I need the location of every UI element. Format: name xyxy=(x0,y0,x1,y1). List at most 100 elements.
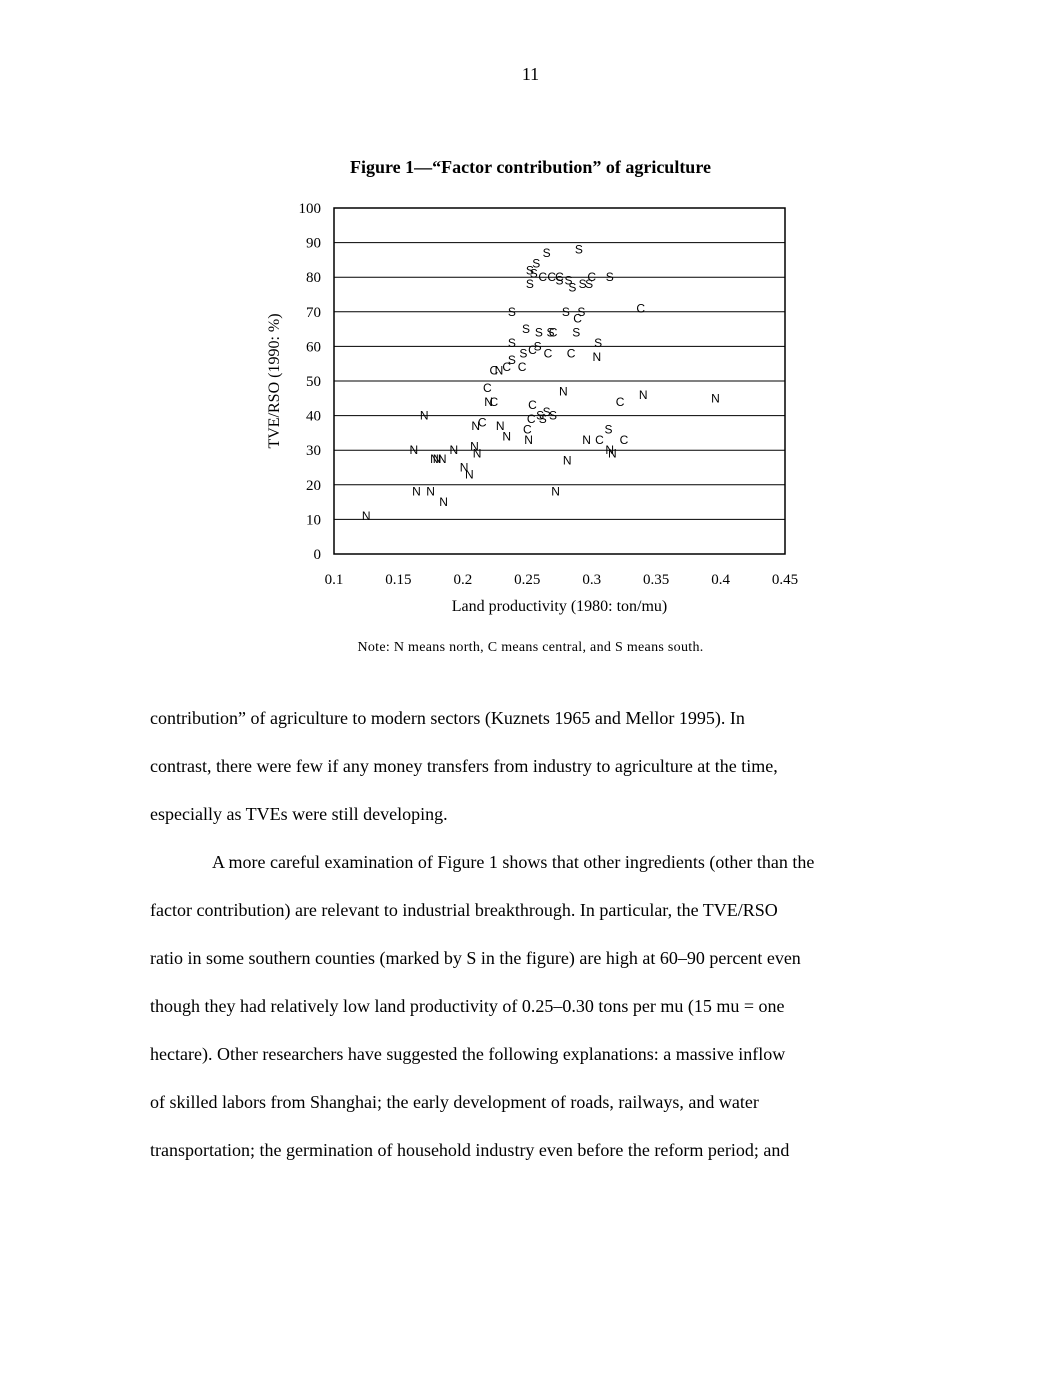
x-tick-label: 0.35 xyxy=(643,572,669,588)
data-point-n: N xyxy=(502,429,511,443)
plot-area-frame xyxy=(333,207,786,555)
y-tick-label: 100 xyxy=(299,201,322,217)
data-point-s: S xyxy=(594,336,602,350)
body-text-line: transportation; the germination of house… xyxy=(150,1140,790,1160)
x-tick-labels: 0.1 0.15 0.2 0.25 0.3 0.35 0.4 0.45 xyxy=(325,572,799,588)
x-tick-label: 0.2 xyxy=(453,572,472,588)
body-text-line: though they had relatively low land prod… xyxy=(150,996,785,1016)
grid-lines xyxy=(334,242,785,520)
y-tick-label: 90 xyxy=(306,236,321,252)
data-point-c: C xyxy=(587,270,596,284)
data-point-c: C xyxy=(595,433,604,447)
figure-title: Figure 1—“Factor contribution” of agricu… xyxy=(350,157,711,177)
body-text-line: of skilled labors from Shanghai; the ear… xyxy=(150,1092,759,1112)
data-point-c: C xyxy=(544,346,553,360)
y-tick-label: 40 xyxy=(306,409,321,425)
data-point-s: S xyxy=(535,326,543,340)
data-point-n: N xyxy=(438,452,447,466)
body-text-line: A more careful examination of Figure 1 s… xyxy=(212,852,815,872)
y-tick-label: 30 xyxy=(306,443,321,459)
data-point-c: C xyxy=(489,395,498,409)
data-point-s: S xyxy=(530,267,538,281)
data-point-s: S xyxy=(575,243,583,257)
y-axis-label: TVE/RSO (1990: %) xyxy=(266,313,283,448)
data-point-s: S xyxy=(543,405,551,419)
data-point-c: C xyxy=(483,381,492,395)
x-tick-label: 0.15 xyxy=(385,572,411,588)
data-point-n: N xyxy=(608,447,617,461)
data-point-c: C xyxy=(549,326,558,340)
data-point-s: S xyxy=(532,256,540,270)
y-tick-label: 20 xyxy=(306,478,321,494)
data-point-s: S xyxy=(534,339,542,353)
x-tick-label: 0.4 xyxy=(711,572,730,588)
data-point-n: N xyxy=(593,350,602,364)
data-point-n: N xyxy=(471,419,480,433)
data-point-s: S xyxy=(539,412,547,426)
data-point-s: S xyxy=(568,281,576,295)
data-point-s: S xyxy=(519,346,527,360)
body-text-line: factor contribution) are relevant to ind… xyxy=(150,900,778,920)
data-point-c: C xyxy=(527,412,536,426)
y-tick-label: 10 xyxy=(306,512,321,528)
y-tick-label: 60 xyxy=(306,339,321,355)
data-point-s: S xyxy=(522,322,530,336)
body-text-line: especially as TVEs were still developing… xyxy=(150,804,448,824)
data-point-s: S xyxy=(562,305,570,319)
data-point-n: N xyxy=(582,433,591,447)
data-point-n: N xyxy=(563,454,572,468)
data-point-c: C xyxy=(547,270,556,284)
data-point-c: C xyxy=(616,395,625,409)
data-point-c: C xyxy=(620,433,629,447)
data-point-s: S xyxy=(526,263,534,277)
data-point-s: S xyxy=(555,274,563,288)
data-point-n: N xyxy=(711,391,720,405)
data-point-n: N xyxy=(484,395,493,409)
body-text: contribution” of agriculture to modern s… xyxy=(150,694,912,1174)
data-point-n: N xyxy=(420,409,429,423)
data-point-c: C xyxy=(518,360,527,374)
data-point-n: N xyxy=(551,485,560,499)
figure-note: Note: N means north, C means central, an… xyxy=(357,640,704,655)
data-point-n: N xyxy=(559,384,568,398)
data-point-n: N xyxy=(430,452,439,466)
data-point-c: C xyxy=(523,422,532,436)
data-point-c: C xyxy=(489,364,498,378)
body-text-line: hectare). Other researchers have suggest… xyxy=(150,1044,786,1064)
data-point-s: S xyxy=(543,246,551,260)
y-tick-labels: 0 10 20 30 40 50 60 70 80 90 100 xyxy=(299,201,322,563)
data-point-n: N xyxy=(473,447,482,461)
data-point-n: N xyxy=(439,495,448,509)
y-tick-label: 50 xyxy=(306,374,321,390)
data-point-n: N xyxy=(410,443,419,457)
data-point-s: S xyxy=(565,274,573,288)
x-tick-label: 0.1 xyxy=(325,572,344,588)
data-point-c: C xyxy=(502,360,511,374)
body-text-line: ratio in some southern counties (marked … xyxy=(150,948,801,968)
data-point-n: N xyxy=(605,443,614,457)
data-point-c: C xyxy=(555,270,564,284)
page-number: 11 xyxy=(521,64,540,84)
body-text-line: contribution” of agriculture to modern s… xyxy=(150,708,745,728)
data-point-n: N xyxy=(362,509,371,523)
x-axis-label: Land productivity (1980: ton/mu) xyxy=(452,598,668,615)
y-tick-label: 70 xyxy=(306,305,321,321)
data-point-s: S xyxy=(508,336,516,350)
data-point-s: S xyxy=(572,326,580,340)
data-point-c: C xyxy=(636,301,645,315)
data-point-s: S xyxy=(546,326,554,340)
scatter-chart: 0 10 20 30 40 50 60 70 80 90 100 0.1 0.15 0.2 0.25 0.3… xyxy=(266,201,799,615)
data-point-s: S xyxy=(536,409,544,423)
data-point-s: S xyxy=(526,277,534,291)
y-tick-label: 80 xyxy=(306,270,321,286)
data-point-n: N xyxy=(470,440,479,454)
data-point-n: N xyxy=(639,388,648,402)
data-point-s: S xyxy=(508,305,516,319)
x-tick-label: 0.45 xyxy=(772,572,798,588)
data-point-n: N xyxy=(524,433,533,447)
data-point-s: S xyxy=(604,422,612,436)
data-point-n: N xyxy=(426,485,435,499)
data-point-n: N xyxy=(496,419,505,433)
data-point-n: N xyxy=(450,443,459,457)
